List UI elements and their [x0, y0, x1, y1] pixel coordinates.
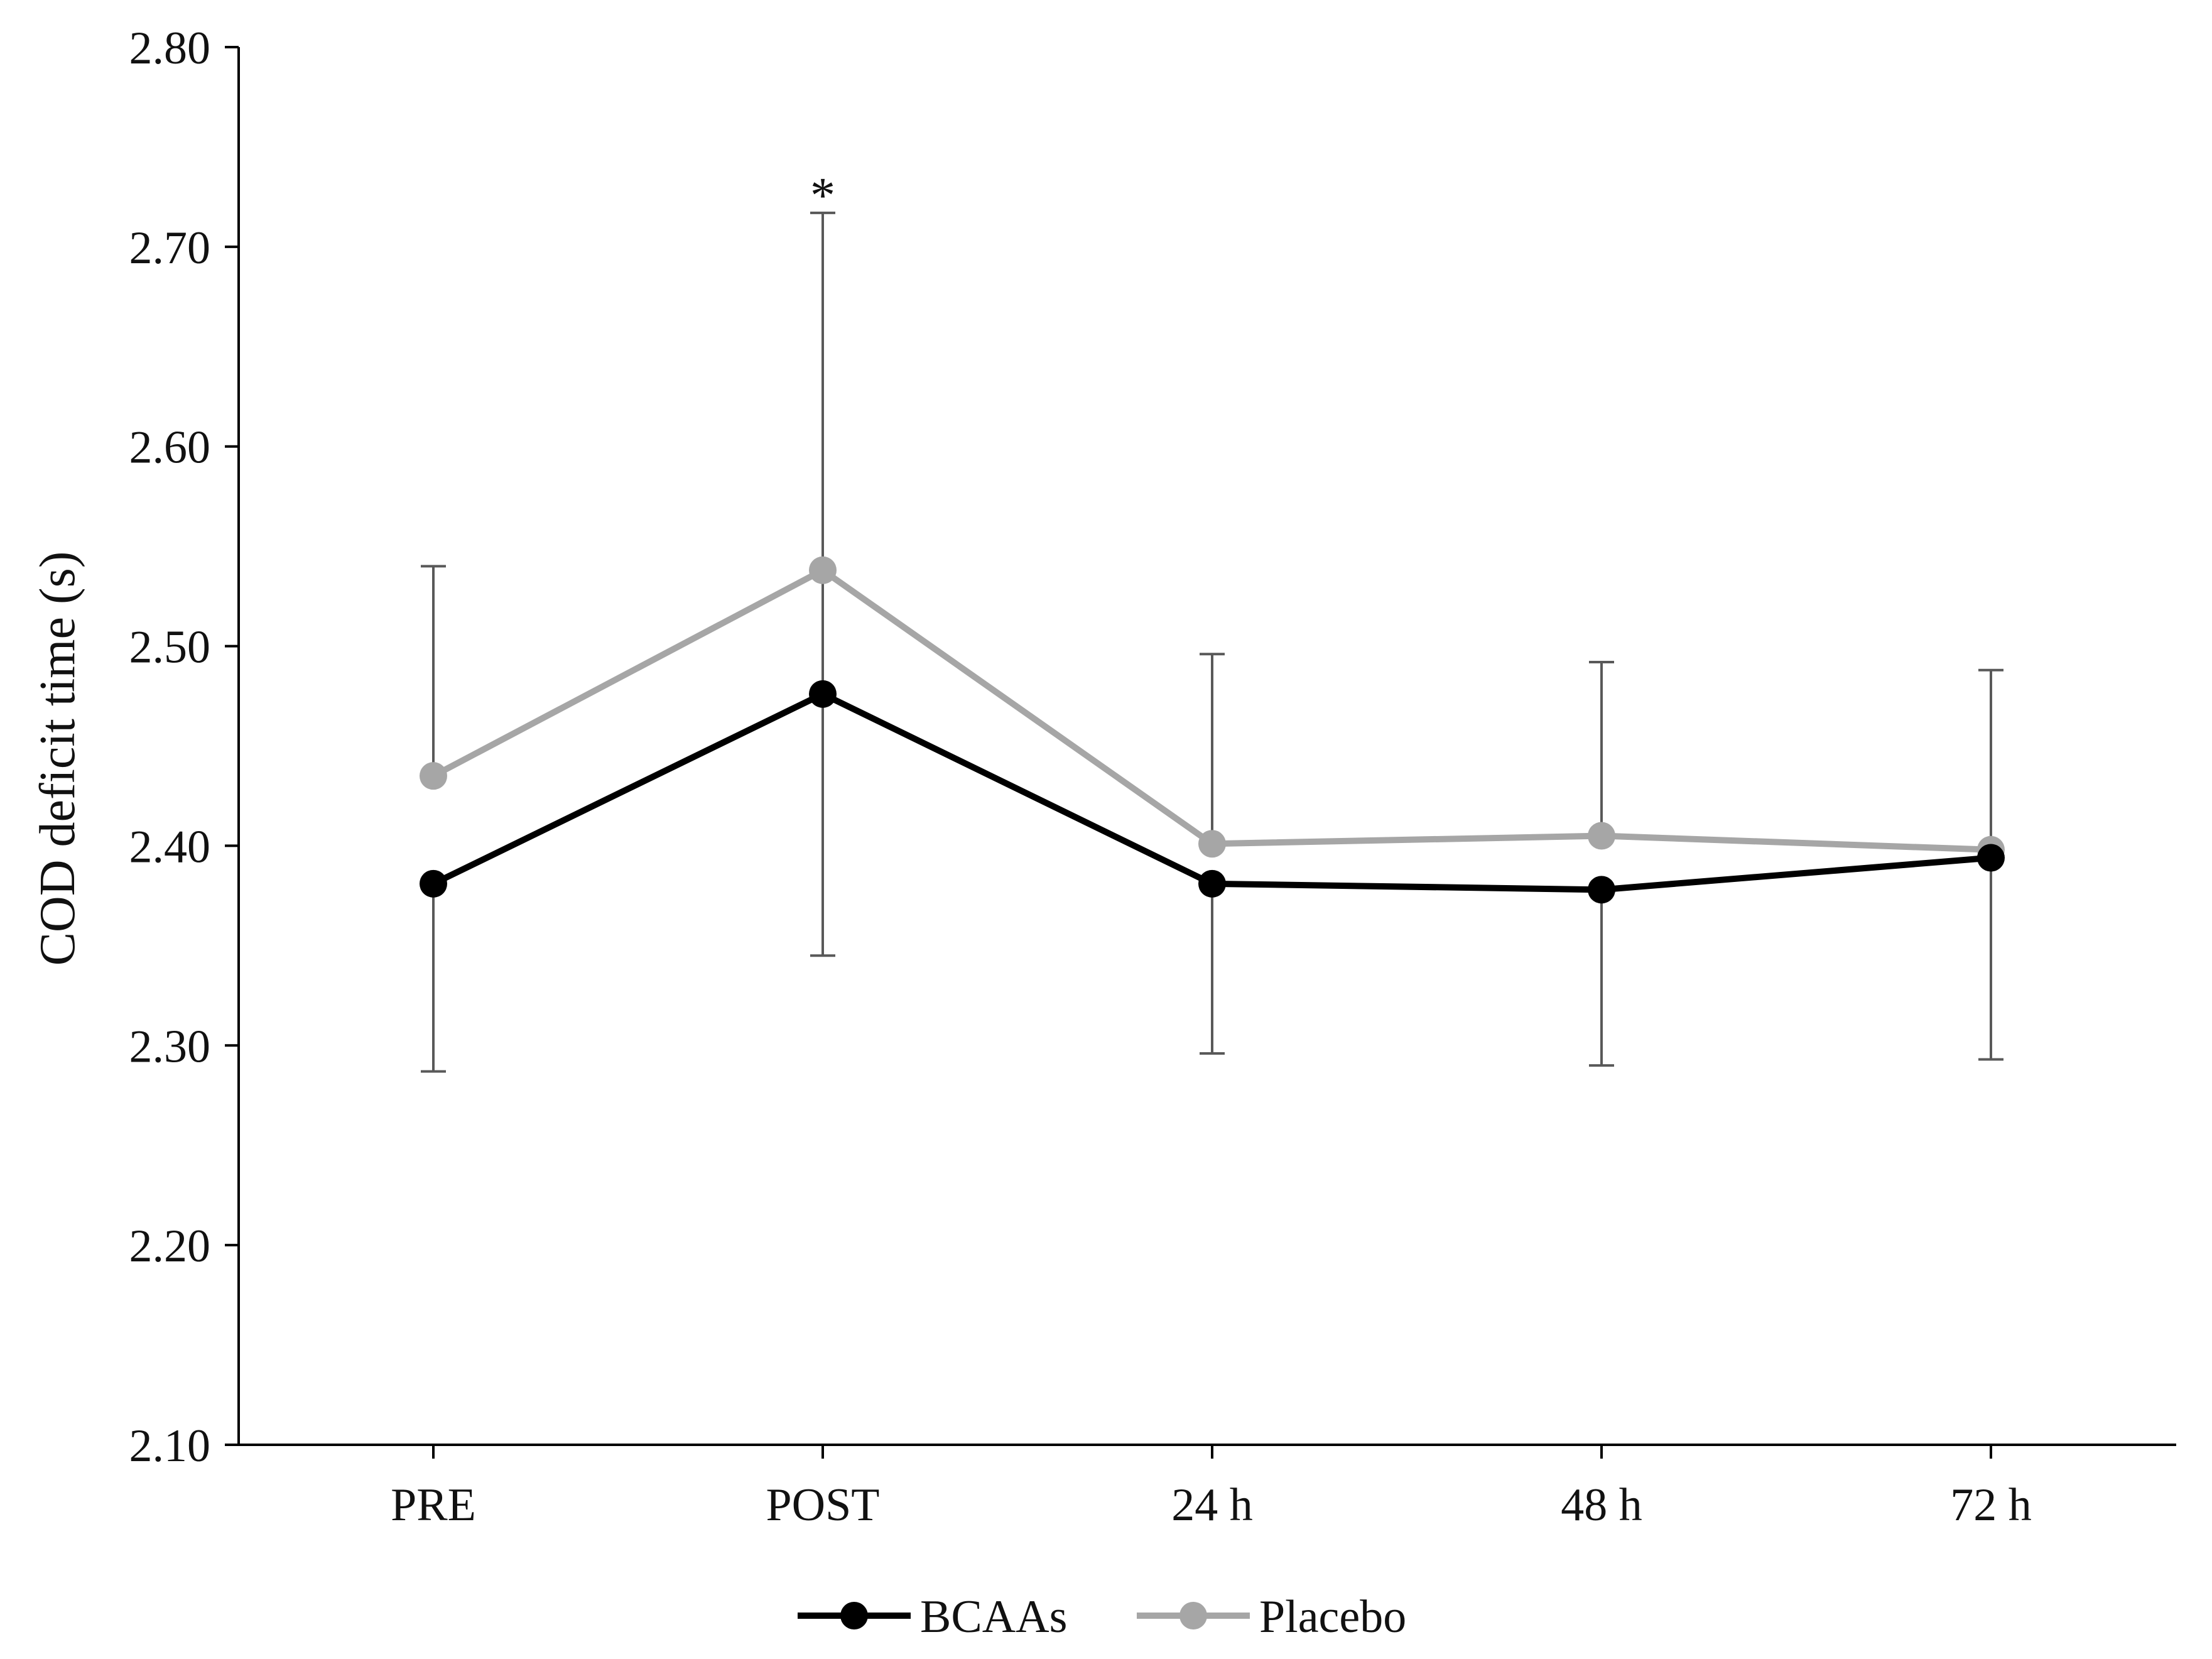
data-point-bcaas — [1977, 844, 2005, 872]
axes: 2.10 2.20 2.30 2.40 2.50 2.60 2.70 2.80 PRE POST 2… — [30, 23, 2176, 1531]
legend: BCAAs Placebo — [798, 1591, 1406, 1643]
chart: 2.10 2.20 2.30 2.40 2.50 2.60 2.70 2.80 PRE POST 2… — [0, 0, 2212, 1659]
legend-label-placebo: Placebo — [1259, 1591, 1406, 1643]
data-point-bcaas — [1198, 870, 1226, 898]
y-tick-label: 2.50 — [129, 622, 211, 673]
y-tick-label: 2.70 — [129, 222, 211, 274]
x-tick-label: POST — [766, 1479, 880, 1531]
x-tick-label: 24 h — [1171, 1479, 1253, 1531]
legend-swatch-marker-placebo — [1179, 1602, 1207, 1629]
x-tick-label: 72 h — [1950, 1479, 2032, 1531]
y-tick-label: 2.20 — [129, 1221, 211, 1272]
x-tick-label: PRE — [391, 1479, 476, 1531]
y-tick-label: 2.80 — [129, 23, 211, 74]
data-point-placebo — [809, 557, 837, 584]
significance-marker: * — [810, 168, 835, 224]
annotations: * — [810, 168, 835, 224]
y-tick-label: 2.30 — [129, 1021, 211, 1072]
legend-swatch-marker-bcaas — [840, 1602, 868, 1629]
data-point-placebo — [420, 762, 447, 790]
x-tick-label: 48 h — [1561, 1479, 1642, 1531]
data-point-placebo — [1198, 830, 1226, 857]
data-point-bcaas — [420, 870, 447, 898]
y-tick-label: 2.40 — [129, 821, 211, 873]
legend-label-bcaas: BCAAs — [920, 1591, 1067, 1643]
error-bars — [421, 213, 2003, 1072]
data-point-bcaas — [809, 680, 837, 708]
data-point-bcaas — [1588, 876, 1615, 903]
data-point-placebo — [1588, 822, 1615, 850]
y-tick-label: 2.10 — [129, 1420, 211, 1472]
y-tick-label: 2.60 — [129, 422, 211, 474]
y-axis-label: COD deficit time (s) — [30, 552, 85, 966]
